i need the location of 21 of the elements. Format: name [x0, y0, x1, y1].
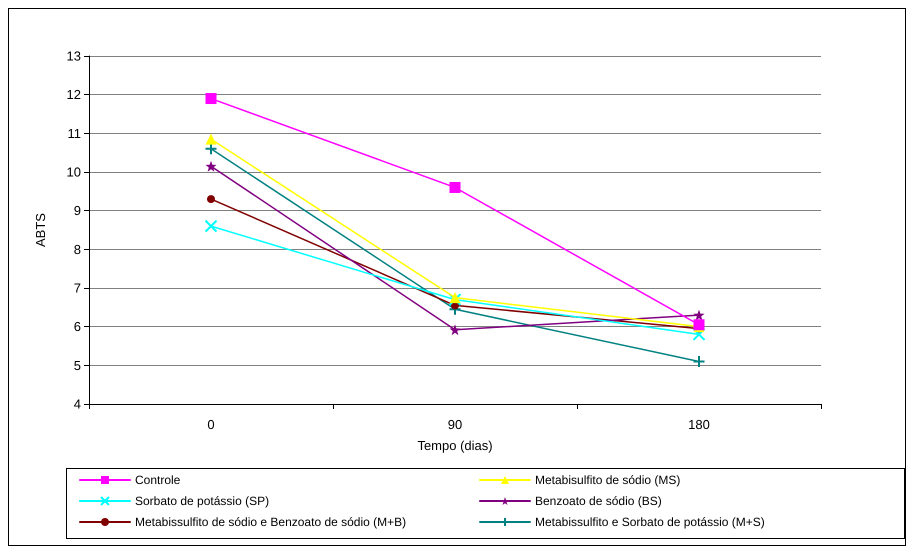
x-tick-label: 90 [448, 417, 462, 432]
y-tick-label: 4 [74, 396, 81, 412]
x-axis-title: Tempo (dias) [417, 438, 493, 453]
x-tick-label: 0 [207, 417, 215, 432]
legend-label: Controle [135, 473, 181, 487]
y-tick-label: 12 [66, 87, 81, 102]
legend-label: Benzoato de sódio (BS) [535, 494, 662, 508]
y-tick-label: 13 [66, 48, 81, 64]
y-tick-label: 11 [68, 126, 81, 141]
y-tick-label: 5 [74, 358, 81, 373]
x-tick-label: 180 [688, 417, 710, 432]
y-tick-label: 9 [74, 203, 81, 218]
y-tick-label: 6 [74, 319, 81, 334]
y-tick-label: 7 [74, 280, 81, 296]
legend-label: Metabisulfito de sódio (MS) [535, 473, 680, 487]
legend-label: Metabissulfito de sódio e Benzoato de sódio (M+B) [135, 515, 406, 529]
legend-label: Metabissulfito e Sorbato de potássio (M+S) [535, 515, 765, 529]
legend-label: Sorbato de potássio (SP) [135, 494, 270, 508]
y-axis-title: ABTS [33, 212, 48, 247]
y-tick-label: 8 [74, 242, 81, 257]
y-tick-label: 10 [66, 164, 81, 180]
